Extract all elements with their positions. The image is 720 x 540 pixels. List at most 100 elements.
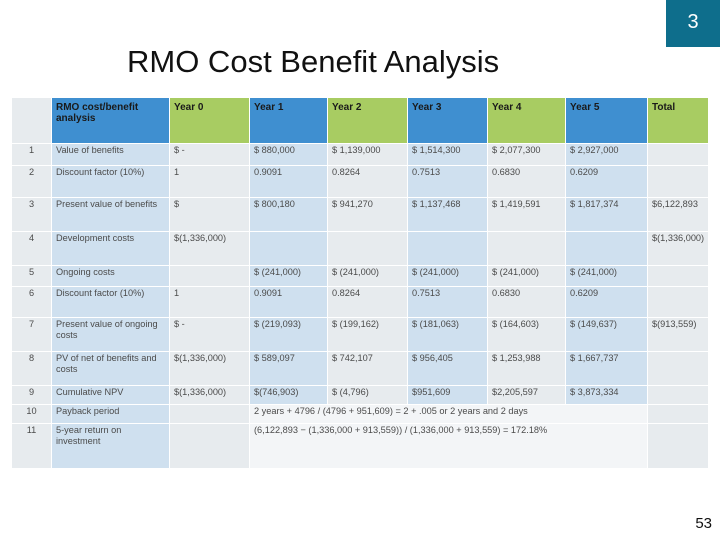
cell-year3: $ 1,514,300 — [407, 143, 488, 166]
cell-year0: $(1,336,000) — [169, 385, 250, 405]
header-cell-total: Total — [647, 97, 708, 144]
cell-year3: $ 956,405 — [407, 351, 488, 386]
cell-year3: $ (241,000) — [407, 265, 488, 287]
cell-year1: $ 880,000 — [249, 143, 328, 166]
cell-year5: $ (241,000) — [565, 265, 648, 287]
cell-year0: $(1,336,000) — [169, 351, 250, 386]
cell-year0: 1 — [169, 286, 250, 318]
cell-year5: $ (149,637) — [565, 317, 648, 352]
row-number: 10 — [11, 404, 52, 424]
cell-year5: $ 2,927,000 — [565, 143, 648, 166]
cell-total: $(913,559) — [647, 317, 708, 352]
row-label: PV of net of benefits and costs — [51, 351, 170, 386]
cell-year5: $ 1,667,737 — [565, 351, 648, 386]
cell-total — [647, 165, 708, 198]
row-number: 2 — [11, 165, 52, 198]
cell-year1: $ 589,097 — [249, 351, 328, 386]
header-cell-label: RMO cost/benefit analysis — [51, 97, 170, 144]
cell-year3: $ (181,063) — [407, 317, 488, 352]
table-row: 1 Value of benefits $ - $ 880,000 $ 1,13… — [11, 143, 708, 166]
cell-year0: $ - — [169, 317, 250, 352]
header-cell-year3: Year 3 — [407, 97, 488, 144]
cell-year1 — [249, 231, 328, 266]
header-cell-year4: Year 4 — [487, 97, 566, 144]
table-header-row: RMO cost/benefit analysis Year 0 Year 1 … — [11, 97, 708, 144]
table-summary-row: 10 Payback period 2 years + 4796 / (4796… — [11, 404, 708, 424]
row-label: Value of benefits — [51, 143, 170, 166]
slide-number-badge: 3 — [666, 0, 720, 47]
cell-year1: $(746,903) — [249, 385, 328, 405]
cell-year2: 0.8264 — [327, 286, 408, 318]
row-number: 11 — [11, 423, 52, 468]
row-number: 6 — [11, 286, 52, 318]
cell-year0 — [169, 423, 250, 468]
cell-year2: $ 941,270 — [327, 197, 408, 232]
row-number: 1 — [11, 143, 52, 166]
cell-year0 — [169, 265, 250, 287]
cell-year1: $ 800,180 — [249, 197, 328, 232]
roi-formula: (6,122,893 − (1,336,000 + 913,559)) / (1… — [249, 423, 648, 468]
cell-year2: $ 1,139,000 — [327, 143, 408, 166]
row-label: Discount factor (10%) — [51, 165, 170, 198]
cell-year2 — [327, 231, 408, 266]
row-label: Present value of ongoing costs — [51, 317, 170, 352]
header-cell-year1: Year 1 — [249, 97, 328, 144]
cell-year4: $ 2,077,300 — [487, 143, 566, 166]
cell-year1: 0.9091 — [249, 165, 328, 198]
row-label: 5-year return on investment — [51, 423, 170, 468]
cell-year5: $ 3,873,334 — [565, 385, 648, 405]
cell-total — [647, 385, 708, 405]
cell-year4: $ 1,419,591 — [487, 197, 566, 232]
row-label: Development costs — [51, 231, 170, 266]
slide-number: 3 — [687, 11, 699, 33]
row-number: 3 — [11, 197, 52, 232]
cell-year4: 0.6830 — [487, 286, 566, 318]
table-row: 6 Discount factor (10%) 1 0.9091 0.8264 … — [11, 286, 708, 318]
cell-year0: $(1,336,000) — [169, 231, 250, 266]
cell-year3 — [407, 231, 488, 266]
row-label: Present value of benefits — [51, 197, 170, 232]
cell-total: $6,122,893 — [647, 197, 708, 232]
payback-formula: 2 years + 4796 / (4796 + 951,609) = 2 + … — [249, 404, 648, 424]
cell-year3: $951,609 — [407, 385, 488, 405]
cost-benefit-table: RMO cost/benefit analysis Year 0 Year 1 … — [11, 97, 708, 468]
table-row: 5 Ongoing costs $ (241,000) $ (241,000) … — [11, 265, 708, 287]
cost-benefit-table-container: RMO cost/benefit analysis Year 0 Year 1 … — [11, 97, 708, 468]
cell-year1: $ (219,093) — [249, 317, 328, 352]
cell-year2: $ (241,000) — [327, 265, 408, 287]
cell-year4: 0.6830 — [487, 165, 566, 198]
cell-total: $(1,336,000) — [647, 231, 708, 266]
cell-year5: 0.6209 — [565, 165, 648, 198]
table-row: 3 Present value of benefits $ $ 800,180 … — [11, 197, 708, 232]
cell-year2: $ (4,796) — [327, 385, 408, 405]
header-cell-year2: Year 2 — [327, 97, 408, 144]
slide-title: RMO Cost Benefit Analysis — [127, 44, 500, 79]
cell-year3: 0.7513 — [407, 165, 488, 198]
cell-year0 — [169, 404, 250, 424]
cell-year3: $ 1,137,468 — [407, 197, 488, 232]
table-row: 4 Development costs $(1,336,000) $(1,336… — [11, 231, 708, 266]
cell-year4 — [487, 231, 566, 266]
cell-year5: 0.6209 — [565, 286, 648, 318]
table-summary-row: 11 5-year return on investment (6,122,89… — [11, 423, 708, 468]
cell-year4: $ (241,000) — [487, 265, 566, 287]
cell-year3: 0.7513 — [407, 286, 488, 318]
cell-total — [647, 351, 708, 386]
cell-year0: 1 — [169, 165, 250, 198]
row-number: 4 — [11, 231, 52, 266]
cell-year4: $2,205,597 — [487, 385, 566, 405]
cell-year5: $ 1,817,374 — [565, 197, 648, 232]
cell-year1: $ (241,000) — [249, 265, 328, 287]
cell-total — [647, 423, 708, 468]
header-cell-year5: Year 5 — [565, 97, 648, 144]
cell-total — [647, 404, 708, 424]
table-row: 7 Present value of ongoing costs $ - $ (… — [11, 317, 708, 352]
row-label: Discount factor (10%) — [51, 286, 170, 318]
cell-year4: $ 1,253,988 — [487, 351, 566, 386]
row-label: Ongoing costs — [51, 265, 170, 287]
cell-year2: $ 742,107 — [327, 351, 408, 386]
cell-year4: $ (164,603) — [487, 317, 566, 352]
cell-total — [647, 143, 708, 166]
cell-year2: $ (199,162) — [327, 317, 408, 352]
row-label: Payback period — [51, 404, 170, 424]
